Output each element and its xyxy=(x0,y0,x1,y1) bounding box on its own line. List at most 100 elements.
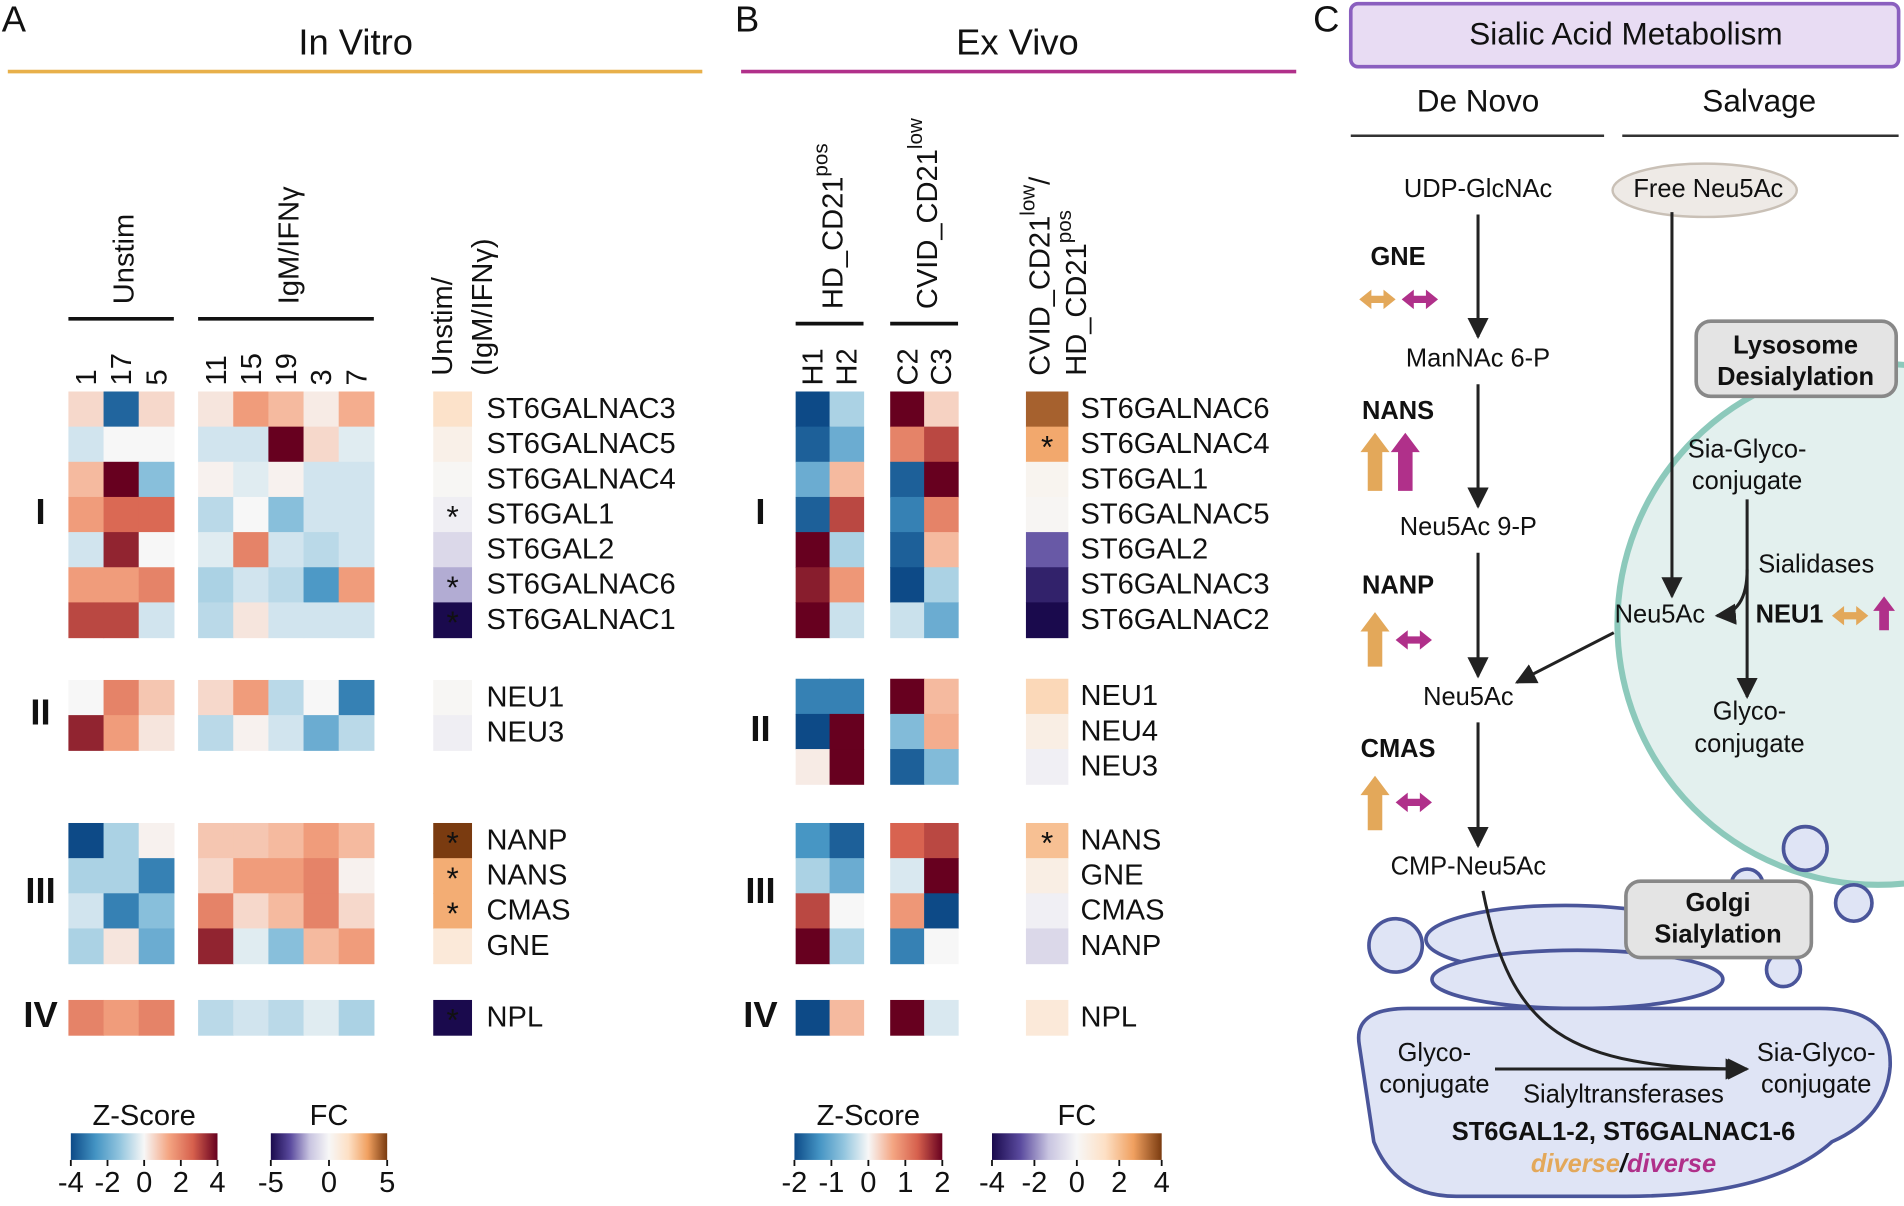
fc-cell xyxy=(433,602,473,639)
label: conjugate xyxy=(1692,467,1802,495)
label: Lysosome xyxy=(1733,331,1858,359)
heatmap-cell xyxy=(795,822,831,859)
heatmap-cell xyxy=(829,822,865,859)
arrows xyxy=(1467,212,1758,849)
significance: * xyxy=(446,604,458,640)
heatmap-cell xyxy=(890,567,925,603)
heatmap-cell xyxy=(924,602,959,639)
heatmap-cell xyxy=(68,532,105,568)
heatmap-cell xyxy=(829,461,865,498)
gene-label: NANP xyxy=(487,824,568,856)
column-label: 1 xyxy=(71,369,103,385)
slash: / xyxy=(1619,1150,1630,1178)
block-label: I xyxy=(755,491,765,532)
heatmap-cell xyxy=(198,928,234,965)
heatmap-cell xyxy=(303,426,340,463)
column-label: 17 xyxy=(106,353,138,385)
heatmap-cell xyxy=(268,858,305,894)
heatmap-cell xyxy=(795,532,831,568)
heatmap-cell xyxy=(338,496,375,533)
heatmap-cell xyxy=(829,749,865,785)
gene-label: ST6GAL2 xyxy=(1080,534,1208,566)
enzyme: GNE xyxy=(1370,243,1425,271)
heatmap-cell xyxy=(303,679,340,716)
gene-label: ST6GALNAC6 xyxy=(487,569,676,601)
heatmap-cell xyxy=(138,858,175,894)
heatmap-cell xyxy=(198,426,234,463)
panel-title: In Vitro xyxy=(298,21,413,62)
heatmap-cell xyxy=(268,679,305,716)
fc-cell xyxy=(433,928,473,965)
heatmap-cell xyxy=(924,532,959,568)
heatmap-cell xyxy=(829,426,865,463)
heatmap-cell xyxy=(138,532,175,568)
gene-label: ST6GALNAC6 xyxy=(1080,393,1269,425)
block-label: II xyxy=(30,692,50,733)
heatmap-cell xyxy=(138,426,175,463)
colorbar-tick-label: 0 xyxy=(136,1167,152,1199)
heatmap-cell xyxy=(890,391,925,428)
heatmap-cell xyxy=(233,928,270,965)
heatmap-cell xyxy=(138,567,175,603)
heatmap-cell xyxy=(795,858,831,894)
heatmap-cell xyxy=(198,391,234,428)
colorbar-tick-label: 2 xyxy=(173,1167,189,1199)
heatmap-cell xyxy=(303,496,340,533)
heatmap-cell xyxy=(890,496,925,533)
heatmap-cell xyxy=(890,426,925,463)
label: conjugate xyxy=(1694,730,1804,758)
colorbar-tick-label: 2 xyxy=(934,1167,950,1199)
significance: * xyxy=(1041,825,1053,861)
enzyme: NANS xyxy=(1362,397,1434,425)
heatmap-cell xyxy=(233,679,270,716)
heatmap-cell xyxy=(890,749,925,785)
fc-cell xyxy=(1025,496,1069,533)
heatmap-cell xyxy=(103,822,140,859)
gene-label: NEU3 xyxy=(1080,751,1158,783)
heatmap-cell xyxy=(233,391,270,428)
heatmap-cell xyxy=(829,567,865,603)
heatmap-cell xyxy=(303,567,340,603)
fc-cell xyxy=(1025,893,1069,930)
heatmap-cell xyxy=(138,496,175,533)
colorbar-tick-label: 4 xyxy=(209,1167,225,1199)
heatmap-cell xyxy=(338,602,375,639)
column-head: Salvage xyxy=(1702,82,1816,118)
gene-label: ST6GALNAC5 xyxy=(1080,498,1269,530)
heatmap-cell xyxy=(829,391,865,428)
heatmap-cell xyxy=(303,602,340,639)
colorbar xyxy=(70,1133,218,1160)
label: Sia-Glyco- xyxy=(1757,1039,1876,1067)
label-sup: pos xyxy=(810,143,833,176)
heatmap-cell xyxy=(890,928,925,965)
fc-cell xyxy=(1025,602,1069,639)
gene-label: ST6GALNAC4 xyxy=(1080,428,1269,460)
heatmap-cell xyxy=(795,602,831,639)
heatmap-cell xyxy=(68,679,105,716)
heatmap-cell xyxy=(233,532,270,568)
colorbar-tick-label: 4 xyxy=(1154,1167,1170,1199)
heatmap-cell xyxy=(268,602,305,639)
heatmap-cell xyxy=(924,893,959,930)
fc-cell xyxy=(433,999,473,1036)
heatmap-cell xyxy=(338,715,375,751)
heatmap-cell xyxy=(268,391,305,428)
fc-header: HD_CD21pos xyxy=(1053,210,1092,376)
group-label: Unstim xyxy=(109,214,141,304)
metabolite: Neu5Ac 9-P xyxy=(1400,513,1537,541)
heatmap-cell xyxy=(103,715,140,751)
heatmap-cell xyxy=(829,713,865,750)
fc-cell xyxy=(433,391,473,428)
heatmap-cell xyxy=(198,532,234,568)
column-label: 11 xyxy=(201,355,233,385)
fc-cell xyxy=(1025,461,1069,498)
label: Sialylation xyxy=(1654,920,1781,948)
block-label: III xyxy=(745,870,775,911)
gene-label: NEU3 xyxy=(487,717,565,749)
colorbar-tick-label: -1 xyxy=(818,1167,844,1199)
metabolite: ManNAc 6-P xyxy=(1406,345,1550,373)
heatmap-cell xyxy=(829,858,865,894)
colorbar-tick-label: 1 xyxy=(897,1167,913,1199)
heatmap-cell xyxy=(924,999,959,1036)
